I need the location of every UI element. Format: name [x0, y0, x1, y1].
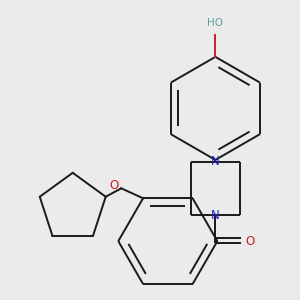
Text: N: N: [211, 209, 220, 222]
Text: N: N: [211, 155, 220, 168]
Text: O: O: [110, 179, 119, 192]
Text: O: O: [245, 235, 255, 248]
Text: HO: HO: [207, 18, 224, 28]
